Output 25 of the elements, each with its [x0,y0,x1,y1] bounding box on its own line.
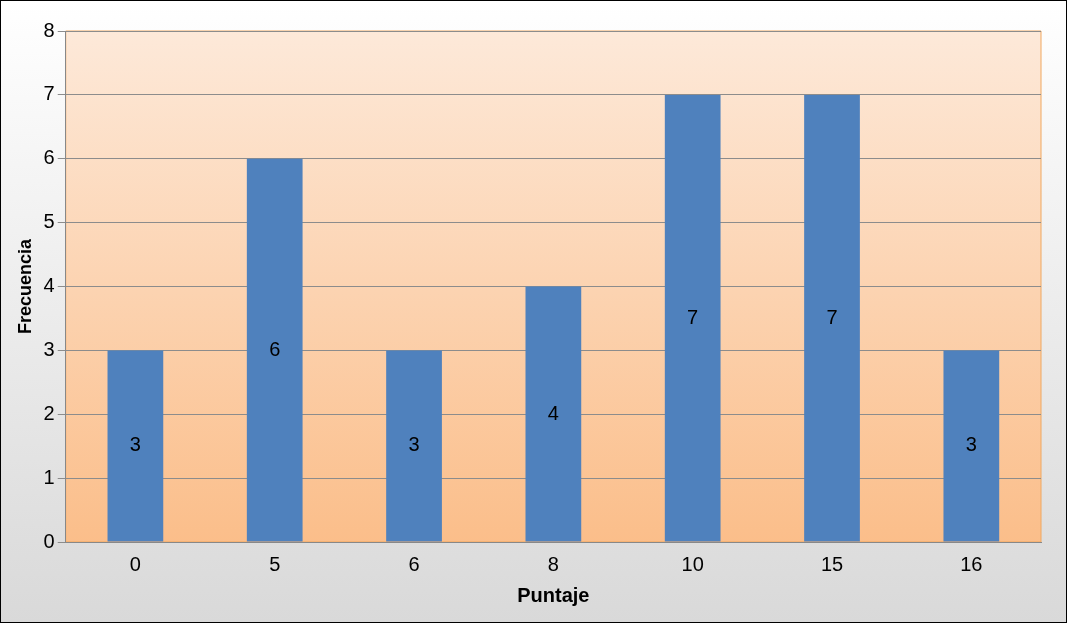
x-tick-label: 0 [129,552,141,575]
y-axis-title: Frecuencia [14,237,35,335]
data-label: 6 [269,337,281,360]
data-label: 4 [547,401,559,424]
x-tick-label: 10 [681,552,704,575]
x-axis-title: Puntaje [517,583,590,606]
x-tick-label: 16 [960,552,983,575]
x-tick-label: 6 [408,552,420,575]
x-tick-label: 15 [820,552,844,575]
y-tick-label: 8 [43,18,55,41]
y-tick-label: 3 [43,337,55,360]
data-label: 3 [408,433,420,456]
data-label: 7 [687,305,699,328]
data-label: 3 [129,433,141,456]
data-label: 7 [826,305,838,328]
y-tick-label: 1 [43,465,55,488]
y-tick-label: 5 [43,210,55,233]
y-tick-label: 4 [43,274,55,297]
data-label: 3 [965,433,977,456]
x-tick-label: 8 [547,552,559,575]
y-tick-label: 7 [43,82,55,105]
y-tick-label: 0 [43,529,55,552]
y-tick-label: 2 [43,401,55,424]
y-tick-label: 6 [43,146,55,169]
x-tick-label: 5 [269,552,281,575]
